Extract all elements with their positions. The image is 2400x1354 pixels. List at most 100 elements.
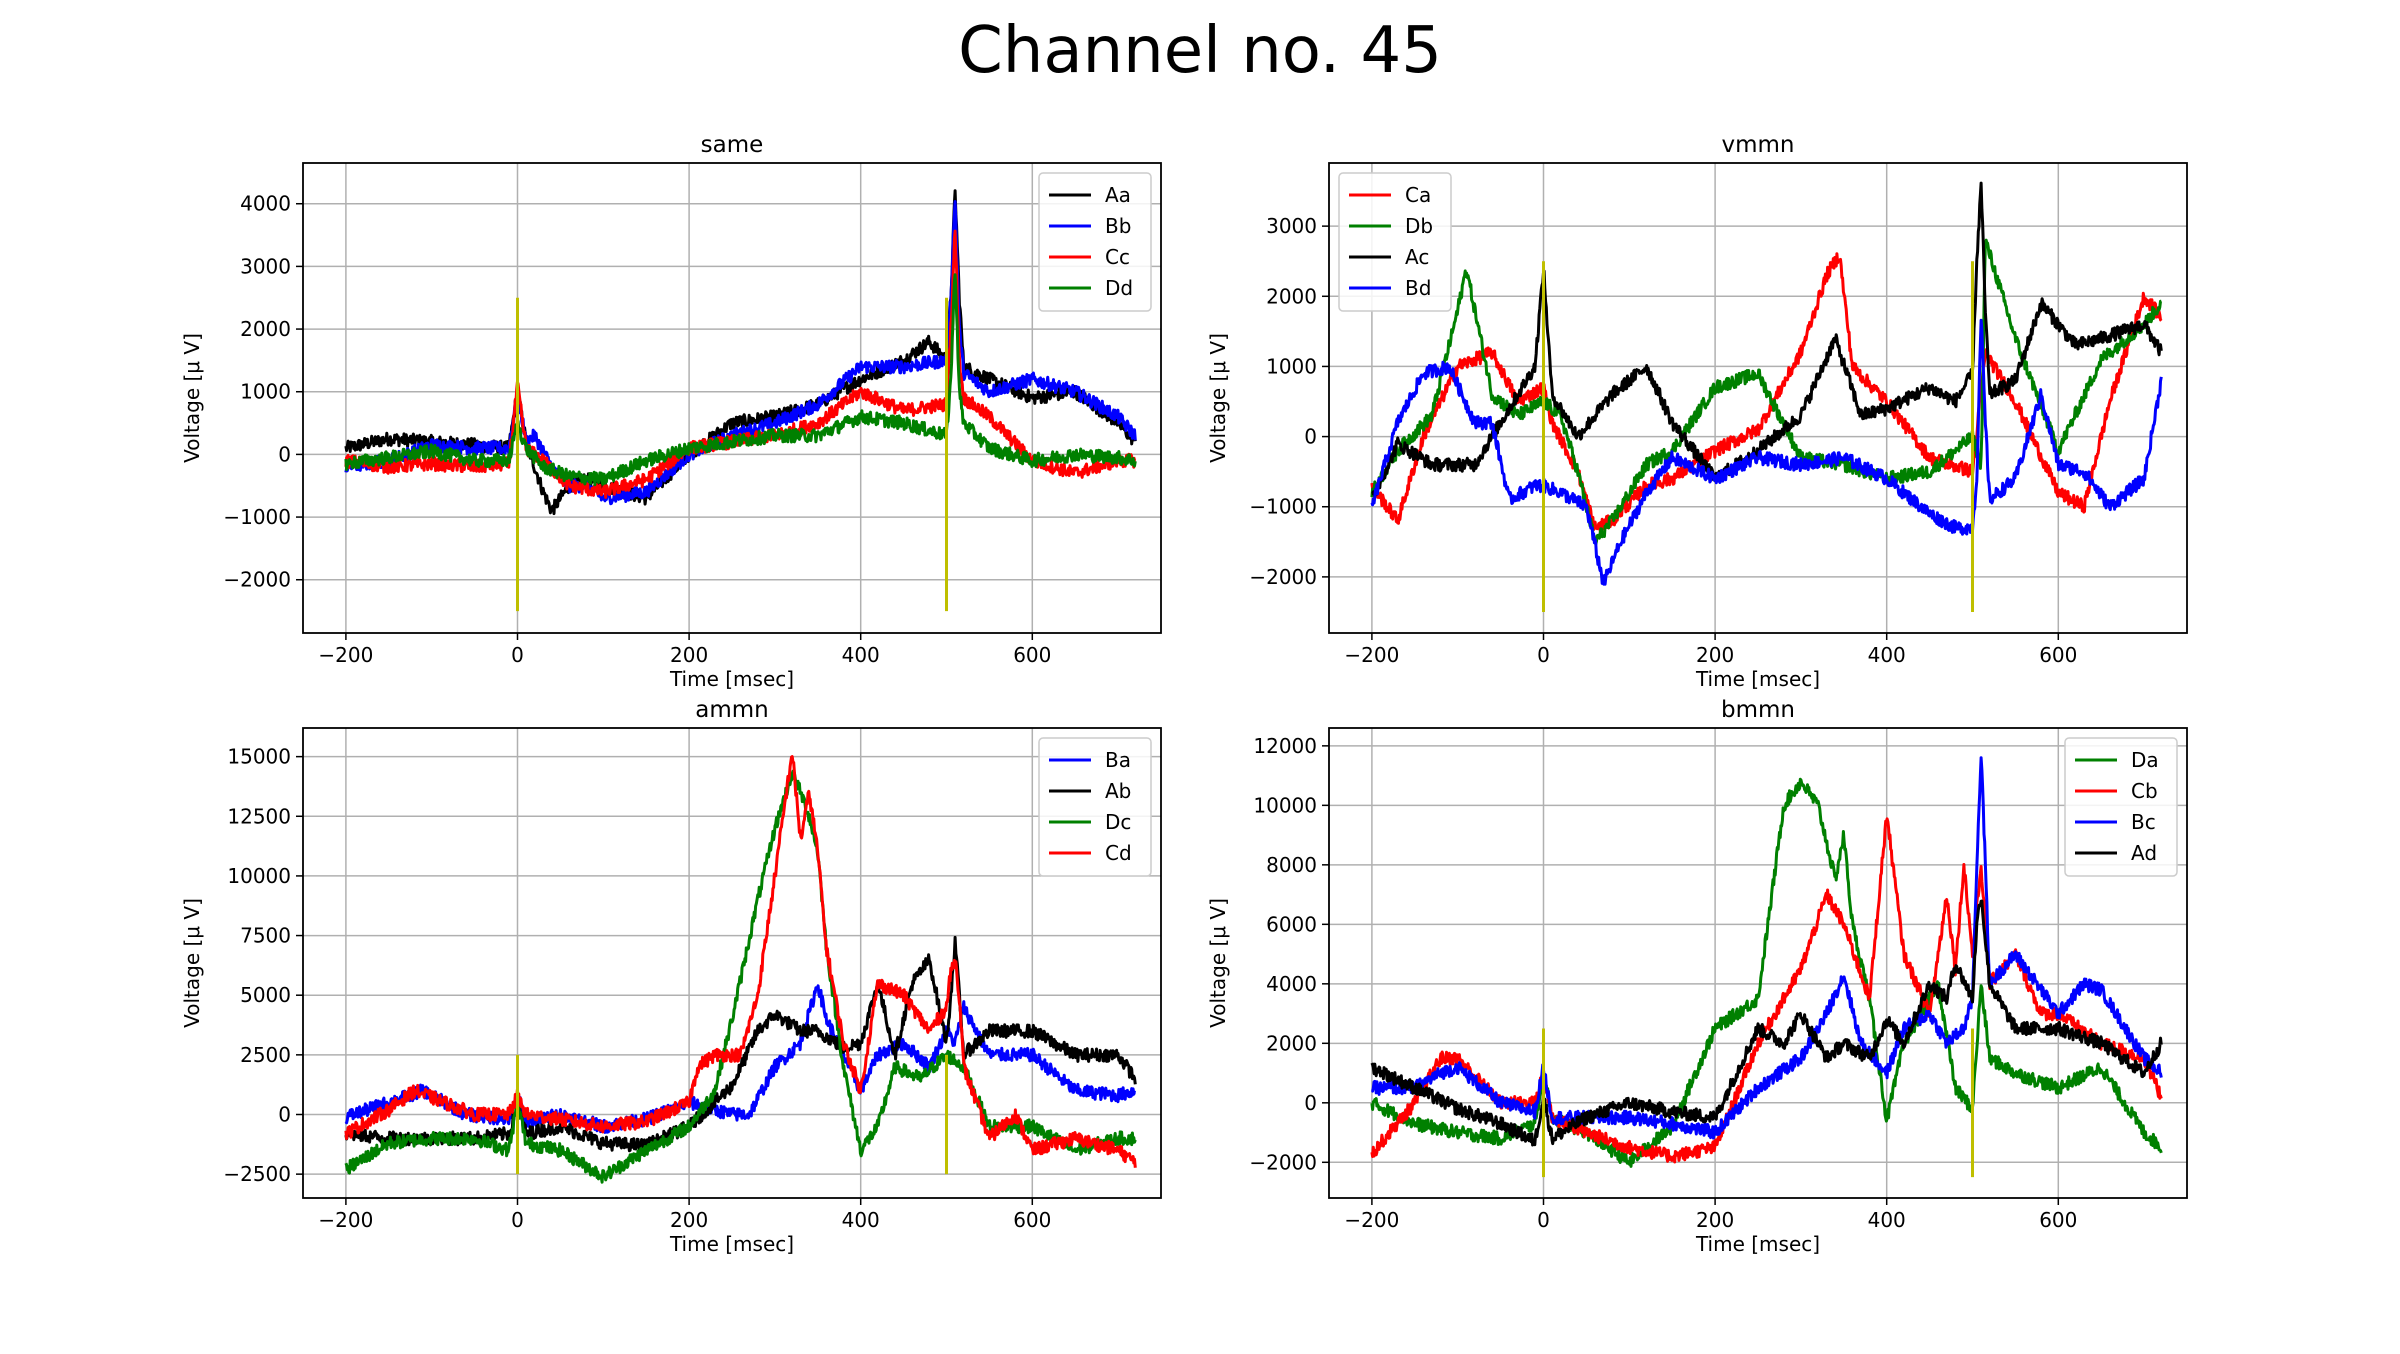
y-tick-label: −1000 <box>223 505 291 529</box>
series-group <box>1370 181 2163 612</box>
legend: Ba Ab Dc Cd <box>1038 737 1152 877</box>
x-axis-label: Time [msec] <box>669 1232 794 1256</box>
x-tick-label: 200 <box>670 1208 708 1232</box>
y-tick-label: 2500 <box>240 1043 291 1067</box>
x-tick-label: 0 <box>511 643 524 667</box>
y-tick-label: 2000 <box>1266 1031 1317 1055</box>
y-tick-label: 1000 <box>240 380 291 404</box>
subplot-vmmn: −200 0 200 400 600−2000−10000100020003000vmm… <box>1206 132 2188 691</box>
y-tick-label: 4000 <box>240 192 291 216</box>
legend-label-Db: Db <box>1405 214 1433 238</box>
legend-label-Dc: Dc <box>1105 810 1131 834</box>
axes-frame <box>1328 727 2188 1199</box>
series-group <box>344 189 1137 612</box>
y-axis-label: Voltage [μ V] <box>180 898 204 1028</box>
legend-label-Cc: Cc <box>1105 245 1130 269</box>
legend: Da Cb Bc Ad <box>2064 737 2178 877</box>
legend: Ca Db Ac Bd <box>1338 172 1452 312</box>
x-tick-label: 600 <box>1013 1208 1051 1232</box>
legend-label-Bb: Bb <box>1105 214 1131 238</box>
axes-frame <box>302 727 1162 1199</box>
series-line-Bd <box>1370 318 2163 586</box>
y-tick-label: 3000 <box>240 254 291 278</box>
y-tick-label: 5000 <box>240 983 291 1007</box>
axes-frame <box>302 162 1162 634</box>
subplot-title: ammn <box>695 697 768 723</box>
y-tick-label: 4000 <box>1266 972 1317 996</box>
y-axis-label: Voltage [μ V] <box>1206 898 1230 1028</box>
y-axis-label: Voltage [μ V] <box>180 333 204 463</box>
legend-label-Cb: Cb <box>2131 779 2158 803</box>
x-tick-label: −200 <box>318 643 373 667</box>
x-tick-label: 400 <box>1868 643 1906 667</box>
x-tick-label: 0 <box>1537 1208 1550 1232</box>
subplot-title: same <box>701 132 764 158</box>
x-tick-label: −200 <box>1344 643 1399 667</box>
series-line-Db <box>1370 238 2162 546</box>
y-tick-label: −2000 <box>223 568 291 592</box>
x-tick-label: 400 <box>842 1208 880 1232</box>
subplot-same: −200 0 200 400 600−2000−10000100020003000400… <box>180 132 1162 691</box>
y-tick-label: 7500 <box>240 924 291 948</box>
x-tick-label: −200 <box>1344 1208 1399 1232</box>
x-tick-label: 0 <box>511 1208 524 1232</box>
legend-label-Ad: Ad <box>2131 841 2157 865</box>
y-tick-label: 10000 <box>227 864 291 888</box>
legend-frame <box>1038 737 1152 877</box>
y-tick-label: 3000 <box>1266 214 1317 238</box>
y-axis-label: Voltage [μ V] <box>1206 333 1230 463</box>
subplot-title: bmmn <box>1721 697 1795 723</box>
legend-label-Da: Da <box>2131 748 2159 772</box>
legend-label-Aa: Aa <box>1105 183 1131 207</box>
y-tick-label: 15000 <box>227 745 291 769</box>
y-tick-label: −2000 <box>1249 565 1317 589</box>
x-tick-label: −200 <box>318 1208 373 1232</box>
y-tick-label: 8000 <box>1266 853 1317 877</box>
series-line-Ad <box>1370 899 2163 1147</box>
y-tick-label: 0 <box>278 1102 291 1126</box>
y-tick-label: 0 <box>278 442 291 466</box>
legend-frame <box>1038 172 1152 312</box>
legend-label-Ca: Ca <box>1405 183 1431 207</box>
x-tick-label: 200 <box>670 643 708 667</box>
subplot-title: vmmn <box>1722 132 1795 158</box>
y-tick-label: −1000 <box>1249 495 1317 519</box>
subplot-ammn: −200 0 200 400 600 −2500 0 2500 5000 7500 10000 125… <box>180 697 1162 1256</box>
series-group <box>344 755 1137 1184</box>
axes-frame <box>1328 162 2188 634</box>
figure-title: Channel no. 45 <box>958 14 1442 88</box>
x-tick-label: 0 <box>1537 643 1550 667</box>
legend-label-Dd: Dd <box>1105 276 1133 300</box>
y-tick-label: −2000 <box>1249 1150 1317 1174</box>
y-tick-label: 1000 <box>1266 354 1317 378</box>
y-tick-label: 12000 <box>1253 734 1317 758</box>
legend-frame <box>2064 737 2178 877</box>
legend-label-Ab: Ab <box>1105 779 1131 803</box>
legend-label-Ba: Ba <box>1105 748 1131 772</box>
x-tick-label: 400 <box>1868 1208 1906 1232</box>
x-axis-label: Time [msec] <box>669 667 794 691</box>
x-tick-label: 400 <box>842 643 880 667</box>
y-tick-label: 2000 <box>1266 284 1317 308</box>
y-tick-label: 2000 <box>240 317 291 341</box>
legend: Aa Bb Cc Dd <box>1038 172 1152 312</box>
legend-frame <box>1338 172 1452 312</box>
series-line-Bc <box>1371 756 2163 1140</box>
series-line-Ab <box>344 935 1137 1154</box>
legend-label-Bd: Bd <box>1405 276 1431 300</box>
subplot-bmmn: −200 0 200 400 600−2000020004000600080001000… <box>1206 697 2188 1256</box>
series-line-Cd <box>344 755 1137 1168</box>
x-tick-label: 200 <box>1696 643 1734 667</box>
y-tick-label: 0 <box>1304 425 1317 449</box>
series-line-Da <box>1370 777 2163 1168</box>
y-tick-label: 0 <box>1304 1091 1317 1115</box>
x-tick-label: 600 <box>2039 1208 2077 1232</box>
x-tick-label: 600 <box>1013 643 1051 667</box>
legend-label-Ac: Ac <box>1405 245 1429 269</box>
legend-label-Cd: Cd <box>1105 841 1132 865</box>
series-group <box>1370 756 2163 1178</box>
x-axis-label: Time [msec] <box>1695 667 1820 691</box>
series-line-Dd <box>344 273 1137 487</box>
series-line-Ac <box>1371 181 2163 499</box>
